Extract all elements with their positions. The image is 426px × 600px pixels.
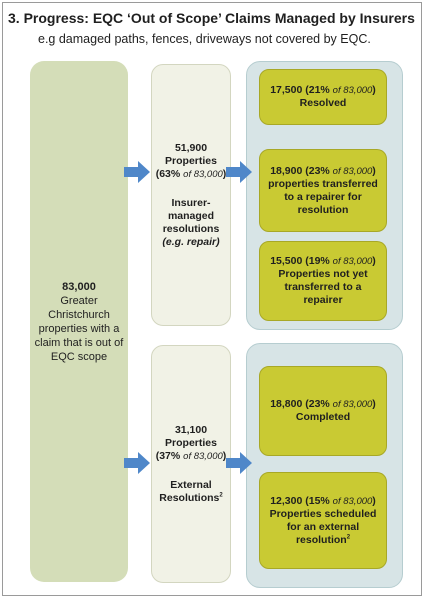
outcome-transferred-box: 18,900 (23% of 83,000) properties transf… <box>259 149 387 232</box>
external-share: (37% of 83,000) <box>155 449 227 462</box>
external-of: of 83,000 <box>183 450 223 462</box>
outcome-resolved-figures: 17,500 (21% of 83,000) <box>270 84 376 96</box>
arrow-right-icon <box>124 161 150 183</box>
outcome-scheduled-figures: 12,300 (15% of 83,000) <box>270 494 376 507</box>
outcome-completed-label: Completed <box>295 411 351 423</box>
total-claims-box: 83,000 Greater Christchurch properties w… <box>30 61 128 582</box>
external-outcomes-panel: 18,800 (23% of 83,000) Completed 12,300 … <box>246 343 403 588</box>
external-count: 31,100 <box>174 423 208 436</box>
total-count: 83,000 <box>62 280 96 293</box>
outcome-not-transferred-figures: 15,500 (19% of 83,000) <box>270 255 376 267</box>
total-description: Greater Christchurch properties with a c… <box>34 294 124 363</box>
external-title: External Resolutions2 <box>159 478 223 504</box>
external-pct: 37% <box>159 449 181 462</box>
external-resolutions-box: 31,100 Properties (37% of 83,000) Extern… <box>151 345 231 583</box>
insurer-managed-box: 51,900 Properties (63% of 83,000) Insure… <box>151 64 231 326</box>
figure-frame <box>2 2 422 596</box>
outcome-resolved-label: Resolved <box>299 97 347 109</box>
outcome-transferred-label: properties transferred to a repairer for… <box>268 177 378 216</box>
outcome-transferred-figures: 18,900 (23% of 83,000) <box>270 164 376 177</box>
diagram-subtitle: e.g damaged paths, fences, driveways not… <box>38 32 371 46</box>
outcome-scheduled-label: Properties scheduled for an external res… <box>269 507 377 546</box>
outcome-scheduled-footnote: 2 <box>346 534 351 540</box>
insurer-outcomes-panel: 17,500 (21% of 83,000) Resolved 18,900 (… <box>246 61 403 330</box>
external-footnote: 2 <box>219 492 223 498</box>
arrow-right-icon <box>226 161 252 183</box>
arrow-right-icon <box>226 452 252 474</box>
insurer-managed-pct: 63% <box>159 167 181 180</box>
outcome-resolved-box: 17,500 (21% of 83,000) Resolved <box>259 69 387 125</box>
outcome-completed-figures: 18,800 (23% of 83,000) <box>270 398 376 410</box>
outcome-scheduled-box: 12,300 (15% of 83,000) Properties schedu… <box>259 472 387 569</box>
diagram-title: 3. Progress: EQC ‘Out of Scope’ Claims M… <box>8 10 415 26</box>
insurer-managed-count: 51,900 <box>174 141 208 154</box>
insurer-managed-title: Insurer-managed resolutions <box>162 196 220 235</box>
insurer-managed-share: (63% of 83,000) <box>155 167 227 180</box>
external-unit: Properties <box>165 436 217 449</box>
insurer-managed-example: (e.g. repair) <box>162 235 220 248</box>
outcome-not-transferred-box: 15,500 (19% of 83,000) Properties not ye… <box>259 241 387 321</box>
insurer-managed-of: of 83,000 <box>183 168 223 180</box>
insurer-managed-unit: Properties <box>165 154 217 167</box>
outcome-not-transferred-label: Properties not yet transferred to a repa… <box>278 268 368 306</box>
arrow-right-icon <box>124 452 150 474</box>
outcome-completed-box: 18,800 (23% of 83,000) Completed <box>259 366 387 456</box>
